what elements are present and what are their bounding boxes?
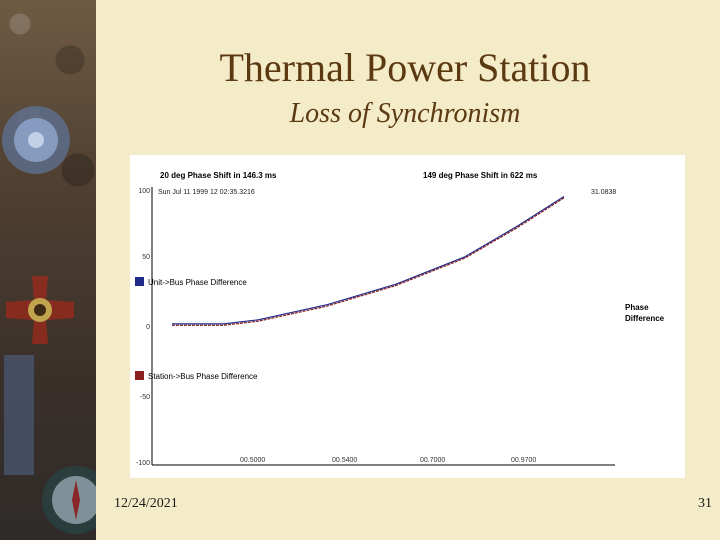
legend-swatch-station <box>135 371 144 380</box>
y-tick-label: -100 <box>136 460 150 467</box>
medal-graphic <box>2 106 96 534</box>
annotation-right: 149 deg Phase Shift in 622 ms <box>423 171 538 180</box>
chart-panel: 20 deg Phase Shift in 146.3 ms 149 deg P… <box>130 155 685 478</box>
timestamp-label: Sun Jul 11 1999 12 02:35.3216 <box>158 189 255 196</box>
x-tick-label: 00.7000 <box>420 457 445 464</box>
annotation-left: 20 deg Phase Shift in 146.3 ms <box>160 171 277 180</box>
phase-difference-chart: 20 deg Phase Shift in 146.3 ms 149 deg P… <box>135 171 665 467</box>
y-tick-label: 100 <box>138 188 150 195</box>
legend-swatch-unit <box>135 277 144 286</box>
legend-label-unit: Unit->Bus Phase Difference <box>148 278 247 287</box>
slide-title: Thermal Power Station <box>219 45 591 90</box>
y-tick-label: -50 <box>140 394 150 401</box>
legend-label-station: Station->Bus Phase Difference <box>148 372 258 381</box>
x-tick-label: 00.9700 <box>511 457 536 464</box>
series-line-station <box>172 197 565 326</box>
x-tick-label: 00.5000 <box>240 457 265 464</box>
y-tick-label: 50 <box>142 254 150 261</box>
end-value-label: 31.0838 <box>591 189 616 196</box>
footer-date: 12/24/2021 <box>114 496 178 511</box>
series-layer <box>172 195 565 326</box>
right-label-difference: Difference <box>625 314 665 323</box>
right-label-phase: Phase <box>625 303 649 312</box>
x-tick-label: 00.5400 <box>332 457 357 464</box>
series-line-unit <box>172 195 565 325</box>
slide-subtitle: Loss of Synchronism <box>289 98 521 129</box>
decorative-medal-image <box>0 0 96 540</box>
footer-page-number: 31 <box>698 496 712 511</box>
y-tick-label: 0 <box>146 324 150 331</box>
